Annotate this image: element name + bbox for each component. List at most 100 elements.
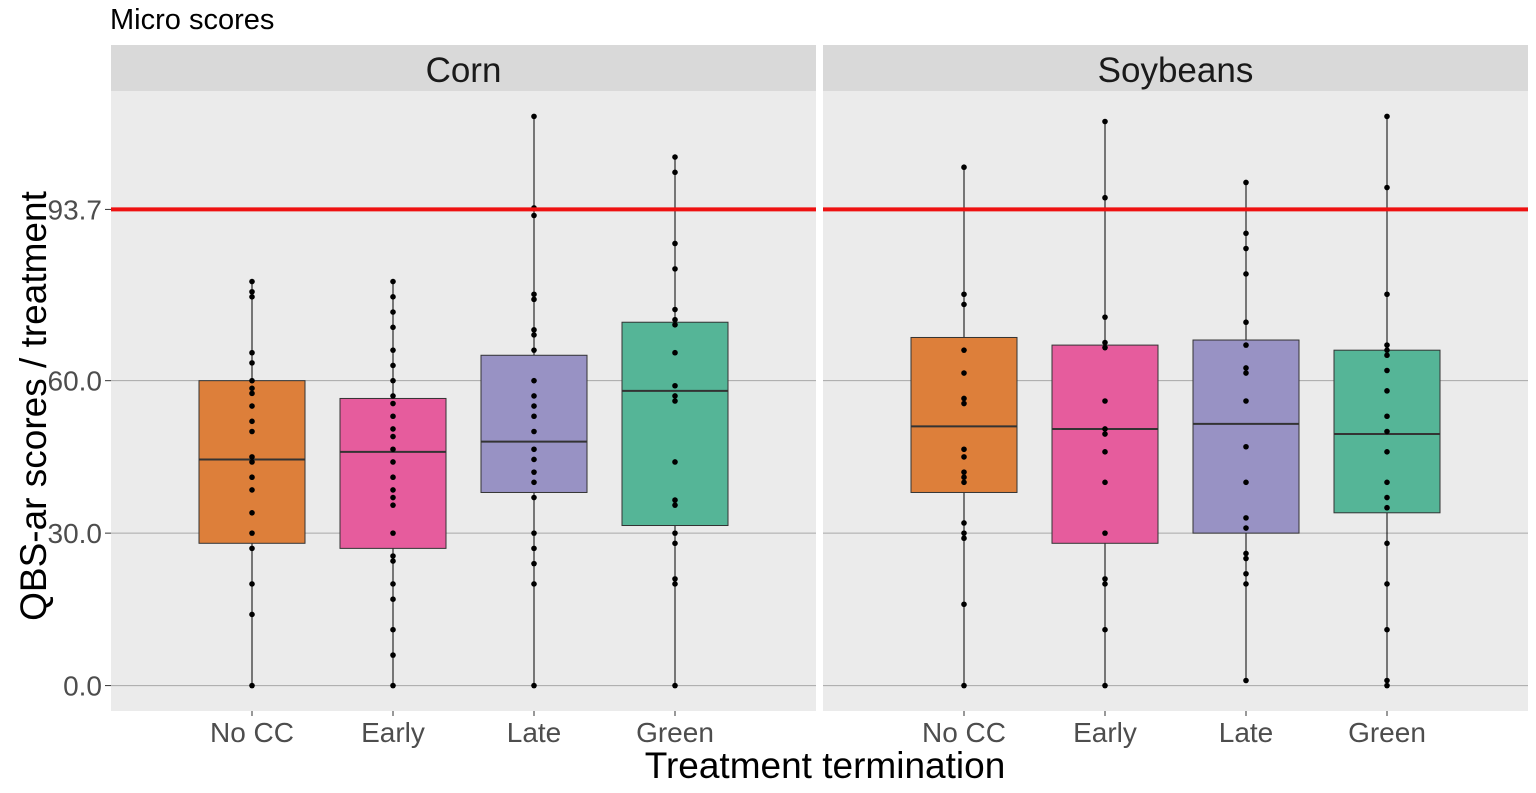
- data-point: [1102, 426, 1108, 432]
- data-point: [961, 530, 967, 536]
- data-point: [961, 400, 967, 407]
- data-point: [390, 362, 396, 369]
- facet-strip: [823, 45, 1528, 91]
- data-point: [531, 413, 537, 420]
- data-point: [672, 682, 678, 689]
- x-axis-title: Treatment termination: [645, 745, 1006, 786]
- y-tick-label: 30.0: [48, 518, 103, 549]
- data-point: [390, 446, 396, 453]
- data-point: [1102, 449, 1108, 455]
- data-point: [961, 454, 967, 460]
- data-point: [672, 349, 678, 356]
- data-point: [531, 377, 537, 384]
- data-point: [1384, 367, 1390, 374]
- data-point: [531, 403, 537, 409]
- data-point: [249, 385, 255, 392]
- data-point: [672, 393, 678, 399]
- data-point: [390, 278, 396, 285]
- data-point: [672, 169, 678, 176]
- data-point: [531, 332, 537, 338]
- x-tick-label: Green: [1348, 717, 1426, 748]
- data-point: [390, 553, 396, 559]
- data-point: [672, 316, 678, 323]
- data-point: [531, 393, 537, 399]
- data-point: [249, 682, 255, 689]
- data-point: [1102, 118, 1108, 125]
- data-point: [531, 428, 537, 435]
- data-point: [249, 428, 255, 435]
- facet-label: Soybeans: [1098, 51, 1254, 90]
- data-point: [961, 347, 967, 353]
- data-point: [390, 581, 396, 587]
- data-point: [390, 474, 396, 481]
- data-point: [1243, 365, 1249, 371]
- data-point: [1384, 677, 1390, 684]
- data-point: [390, 413, 396, 420]
- data-point: [531, 479, 537, 486]
- data-point: [1243, 443, 1249, 450]
- data-point: [961, 535, 967, 542]
- data-point: [390, 377, 396, 384]
- data-point: [249, 278, 255, 285]
- data-point: [390, 652, 396, 658]
- data-point: [961, 601, 967, 608]
- data-point: [249, 403, 255, 409]
- data-point: [1384, 626, 1390, 633]
- data-point: [961, 474, 967, 481]
- data-point: [961, 370, 967, 376]
- data-point: [249, 545, 255, 552]
- data-point: [249, 510, 255, 516]
- data-point: [1102, 530, 1108, 536]
- data-point: [1384, 113, 1390, 120]
- data-point: [390, 433, 396, 440]
- x-tick-label: No CC: [922, 717, 1006, 748]
- data-point: [1384, 413, 1390, 420]
- data-point: [1102, 581, 1108, 587]
- data-point: [390, 626, 396, 633]
- data-point: [672, 502, 678, 508]
- data-point: [1384, 347, 1390, 353]
- data-point: [1243, 555, 1249, 562]
- data-point: [1243, 319, 1249, 326]
- box-early: [1051, 344, 1159, 544]
- data-point: [390, 426, 396, 432]
- data-point: [1243, 515, 1249, 521]
- data-point: [961, 301, 967, 308]
- data-point: [1384, 388, 1390, 394]
- data-point: [249, 487, 255, 493]
- data-point: [1102, 479, 1108, 486]
- data-point: [249, 474, 255, 481]
- x-tick-label: Early: [1073, 717, 1137, 748]
- data-point: [1243, 398, 1249, 404]
- data-point: [1102, 194, 1108, 201]
- data-point: [1384, 479, 1390, 486]
- data-point: [390, 558, 396, 564]
- data-point: [531, 347, 537, 353]
- box-early: [339, 397, 447, 549]
- x-tick-label: Late: [1219, 717, 1274, 748]
- data-point: [531, 581, 537, 587]
- data-point: [390, 459, 396, 465]
- data-point: [531, 545, 537, 552]
- box-no-cc: [910, 336, 1018, 493]
- data-point: [1384, 352, 1390, 359]
- data-point: [1243, 245, 1249, 252]
- data-point: [390, 530, 396, 536]
- data-point: [1102, 682, 1108, 689]
- data-point: [390, 347, 396, 353]
- data-point: [249, 349, 255, 356]
- data-point: [672, 240, 678, 247]
- data-point: [1243, 342, 1249, 348]
- data-point: [1384, 342, 1390, 348]
- data-point: [531, 327, 537, 333]
- x-tick-label: Early: [361, 717, 425, 748]
- data-point: [249, 418, 255, 425]
- data-point: [672, 321, 678, 328]
- data-point: [249, 530, 255, 536]
- y-tick-label: 0.0: [63, 671, 102, 702]
- data-point: [390, 487, 396, 493]
- data-point: [1243, 179, 1249, 186]
- data-point: [249, 360, 255, 366]
- data-point: [531, 446, 537, 453]
